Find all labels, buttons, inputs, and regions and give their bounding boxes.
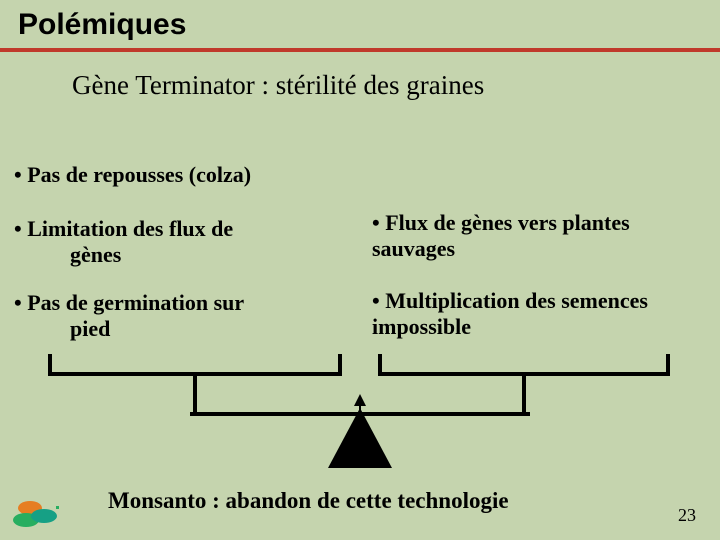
bullet-text-cont: pied <box>14 316 344 342</box>
bullet-limitation: • Limitation des flux de gènes <box>14 216 344 268</box>
balance-scale-icon <box>40 352 680 482</box>
corner-logo-icon <box>12 498 66 530</box>
bullet-multiplication: • Multiplication des semences impossible <box>372 288 702 340</box>
slide-title: Polémiques <box>0 0 720 48</box>
bullet-text-cont: gènes <box>14 242 344 268</box>
bullet-text: • Pas de germination sur <box>14 290 244 315</box>
bullet-repousses: • Pas de repousses (colza) <box>14 162 251 188</box>
bullet-text: • Limitation des flux de <box>14 216 233 241</box>
conclusion-text: Monsanto : abandon de cette technologie <box>108 488 509 514</box>
slide-subtitle: Gène Terminator : stérilité des graines <box>0 52 720 101</box>
page-number: 23 <box>678 505 696 526</box>
bullet-germination: • Pas de germination sur pied <box>14 290 344 342</box>
bullet-flux: • Flux de gènes vers plantes sauvages <box>372 210 702 262</box>
